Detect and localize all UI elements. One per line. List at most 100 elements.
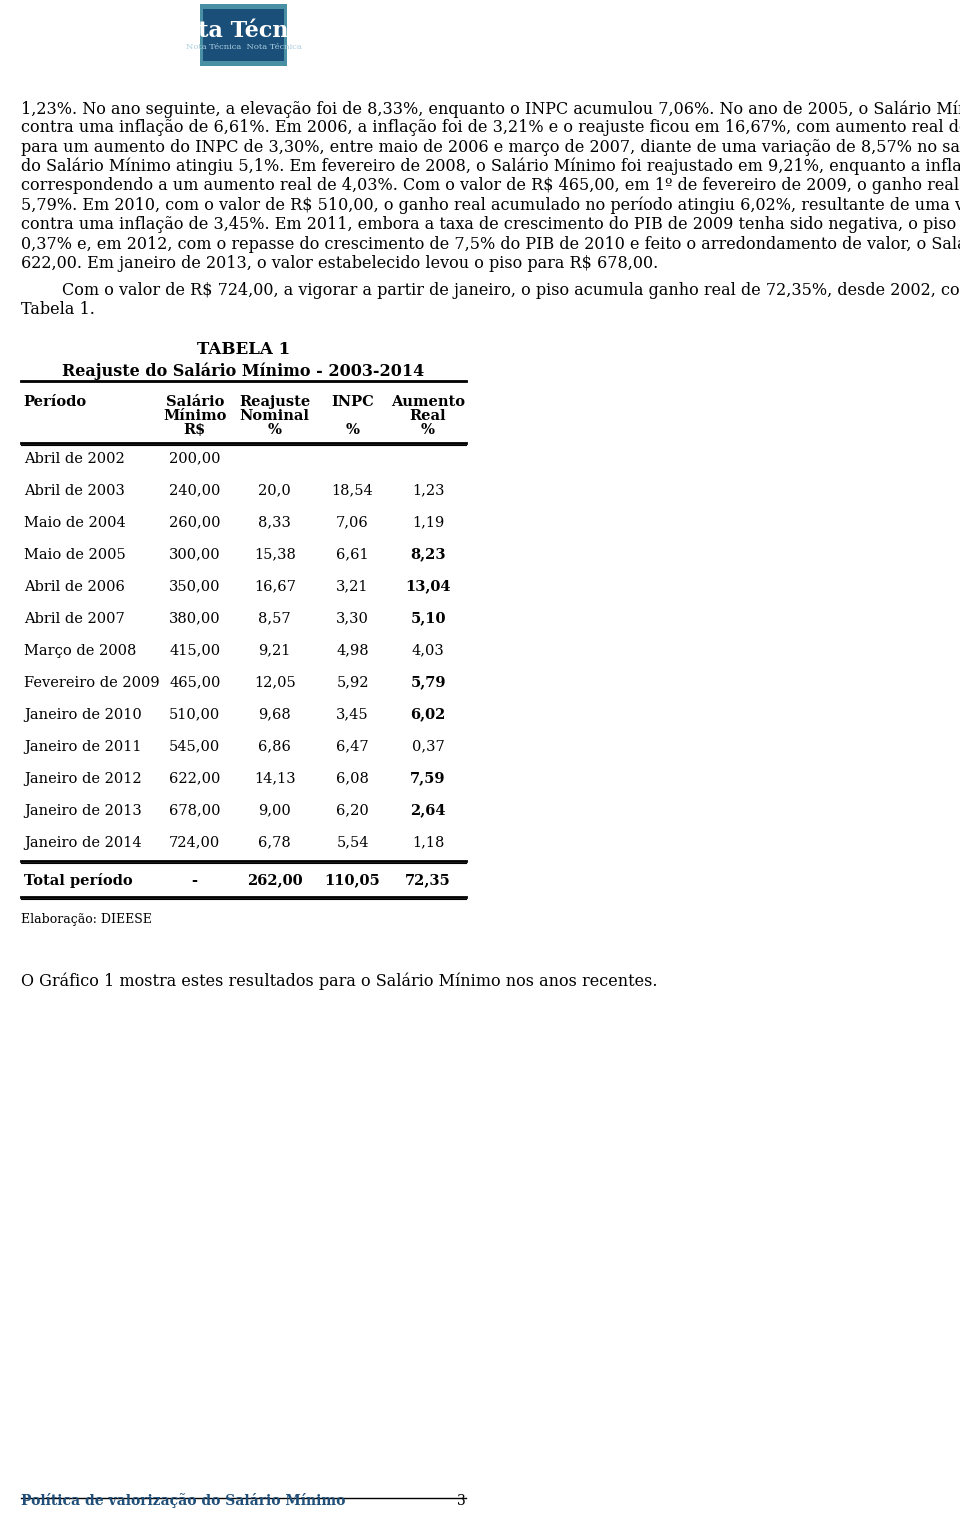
Text: 13,04: 13,04: [405, 580, 451, 594]
Text: para um aumento do INPC de 3,30%, entre maio de 2006 e março de 2007, diante de : para um aumento do INPC de 3,30%, entre …: [21, 139, 960, 156]
Text: Maio de 2004: Maio de 2004: [24, 516, 126, 530]
Text: 2,64: 2,64: [410, 804, 445, 818]
Text: INPC: INPC: [331, 395, 373, 409]
Text: Janeiro de 2014: Janeiro de 2014: [24, 836, 141, 850]
Text: 6,20: 6,20: [336, 804, 369, 818]
Text: Abril de 2002: Abril de 2002: [24, 452, 125, 465]
Text: Aumento: Aumento: [391, 395, 465, 409]
Text: Tabela 1.: Tabela 1.: [21, 301, 95, 319]
Text: 5,54: 5,54: [336, 836, 369, 850]
Text: Nota Técnica  Nota Técnica: Nota Técnica Nota Técnica: [185, 43, 301, 50]
Text: 380,00: 380,00: [169, 612, 221, 626]
Text: Fevereiro de 2009: Fevereiro de 2009: [24, 676, 159, 690]
Text: 260,00: 260,00: [169, 516, 221, 530]
Text: 0,37% e, em 2012, com o repasse do crescimento de 7,5% do PIB de 2010 e feito o : 0,37% e, em 2012, com o repasse do cresc…: [21, 235, 960, 253]
Text: Março de 2008: Março de 2008: [24, 644, 136, 658]
Text: 1,23: 1,23: [412, 484, 444, 497]
Text: Reajuste: Reajuste: [239, 395, 310, 409]
Text: 72,35: 72,35: [405, 873, 451, 888]
Text: 415,00: 415,00: [169, 644, 220, 658]
Text: 14,13: 14,13: [253, 772, 296, 786]
Text: Abril de 2007: Abril de 2007: [24, 612, 125, 626]
Text: 3,21: 3,21: [336, 580, 369, 594]
Text: 0,37: 0,37: [412, 740, 444, 754]
Text: %: %: [421, 423, 435, 436]
Text: 1,19: 1,19: [412, 516, 444, 530]
Text: -: -: [192, 873, 198, 888]
Text: 4,98: 4,98: [336, 644, 369, 658]
Text: 4,03: 4,03: [412, 644, 444, 658]
Text: Nominal: Nominal: [240, 409, 310, 423]
Text: 1,23%. No ano seguinte, a elevação foi de 8,33%, enquanto o INPC acumulou 7,06%.: 1,23%. No ano seguinte, a elevação foi d…: [21, 101, 960, 118]
Text: 240,00: 240,00: [169, 484, 221, 497]
Text: 622,00: 622,00: [169, 772, 221, 786]
Text: 18,54: 18,54: [331, 484, 373, 497]
Text: Salário: Salário: [165, 395, 224, 409]
Text: 6,78: 6,78: [258, 836, 291, 850]
Text: Reajuste do Salário Mínimo - 2003-2014: Reajuste do Salário Mínimo - 2003-2014: [62, 363, 424, 380]
Text: 545,00: 545,00: [169, 740, 221, 754]
Text: Abril de 2003: Abril de 2003: [24, 484, 125, 497]
Text: 20,0: 20,0: [258, 484, 291, 497]
Text: Nota Técnica: Nota Técnica: [163, 20, 324, 43]
Text: Janeiro de 2012: Janeiro de 2012: [24, 772, 141, 786]
Text: 8,23: 8,23: [410, 548, 445, 562]
Text: 6,08: 6,08: [336, 772, 369, 786]
Text: Real: Real: [410, 409, 446, 423]
Text: Janeiro de 2010: Janeiro de 2010: [24, 708, 142, 722]
Text: 7,06: 7,06: [336, 516, 369, 530]
Text: O Gráfico 1 mostra estes resultados para o Salário Mínimo nos anos recentes.: O Gráfico 1 mostra estes resultados para…: [21, 972, 658, 990]
Text: %: %: [268, 423, 281, 436]
Text: 15,38: 15,38: [253, 548, 296, 562]
Text: 3,45: 3,45: [336, 708, 369, 722]
Text: Abril de 2006: Abril de 2006: [24, 580, 125, 594]
Text: 12,05: 12,05: [253, 676, 296, 690]
Text: 9,00: 9,00: [258, 804, 291, 818]
Text: 16,67: 16,67: [253, 580, 296, 594]
Text: %: %: [346, 423, 359, 436]
Text: 9,68: 9,68: [258, 708, 291, 722]
Text: 678,00: 678,00: [169, 804, 221, 818]
Text: 350,00: 350,00: [169, 580, 221, 594]
Text: 5,79: 5,79: [410, 676, 445, 690]
Text: 110,05: 110,05: [324, 873, 380, 888]
Bar: [201, 5, 287, 66]
Text: Janeiro de 2011: Janeiro de 2011: [24, 740, 141, 754]
Text: Maio de 2005: Maio de 2005: [24, 548, 126, 562]
Text: contra uma inflação de 3,45%. Em 2011, embora a taxa de crescimento do PIB de 20: contra uma inflação de 3,45%. Em 2011, e…: [21, 215, 960, 233]
Bar: [203, 9, 284, 61]
Text: 9,21: 9,21: [258, 644, 291, 658]
Text: 5,92: 5,92: [336, 676, 369, 690]
Text: 622,00. Em janeiro de 2013, o valor estabelecido levou o piso para R$ 678,00.: 622,00. Em janeiro de 2013, o valor esta…: [21, 255, 659, 272]
Text: 6,02: 6,02: [411, 708, 445, 722]
Text: Período: Período: [24, 395, 87, 409]
Text: 465,00: 465,00: [169, 676, 221, 690]
Text: 8,57: 8,57: [258, 612, 291, 626]
Text: Total período: Total período: [24, 873, 132, 888]
Text: 6,61: 6,61: [336, 548, 369, 562]
Text: Janeiro de 2013: Janeiro de 2013: [24, 804, 142, 818]
Text: 1,18: 1,18: [412, 836, 444, 850]
Text: 262,00: 262,00: [247, 873, 302, 888]
Text: contra uma inflação de 6,61%. Em 2006, a inflação foi de 3,21% e o reajuste fico: contra uma inflação de 6,61%. Em 2006, a…: [21, 119, 960, 136]
Text: 200,00: 200,00: [169, 452, 221, 465]
Text: 5,79%. Em 2010, com o valor de R$ 510,00, o ganho real acumulado no período atin: 5,79%. Em 2010, com o valor de R$ 510,00…: [21, 197, 960, 214]
Text: 300,00: 300,00: [169, 548, 221, 562]
Text: 7,59: 7,59: [410, 772, 445, 786]
Text: 3,30: 3,30: [336, 612, 369, 626]
Text: 3: 3: [457, 1494, 466, 1508]
Text: Mínimo: Mínimo: [163, 409, 227, 423]
Text: 510,00: 510,00: [169, 708, 221, 722]
Text: 6,86: 6,86: [258, 740, 291, 754]
Text: Elaboração: DIEESE: Elaboração: DIEESE: [21, 913, 153, 926]
Text: TABELA 1: TABELA 1: [197, 340, 290, 357]
Text: do Salário Mínimo atingiu 5,1%. Em fevereiro de 2008, o Salário Mínimo foi reaju: do Salário Mínimo atingiu 5,1%. Em fever…: [21, 159, 960, 175]
Text: 6,47: 6,47: [336, 740, 369, 754]
Text: 8,33: 8,33: [258, 516, 291, 530]
Text: Com o valor de R$ 724,00, a vigorar a partir de janeiro, o piso acumula ganho re: Com o valor de R$ 724,00, a vigorar a pa…: [21, 282, 960, 299]
Text: Política de valorização do Salário Mínimo: Política de valorização do Salário Mínim…: [21, 1492, 346, 1508]
Text: R$: R$: [183, 423, 205, 436]
Text: correspondendo a um aumento real de 4,03%. Com o valor de R$ 465,00, em 1º de fe: correspondendo a um aumento real de 4,03…: [21, 177, 960, 194]
Text: 724,00: 724,00: [169, 836, 221, 850]
Text: 5,10: 5,10: [410, 612, 445, 626]
